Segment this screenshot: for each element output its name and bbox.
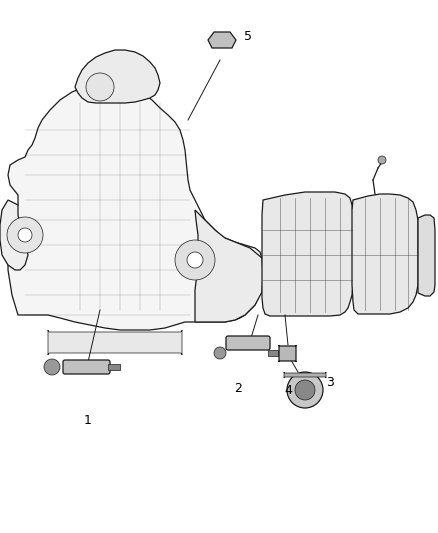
Text: 3: 3 (326, 376, 334, 389)
Text: 1: 1 (84, 414, 92, 426)
Polygon shape (0, 200, 28, 270)
Circle shape (295, 380, 315, 400)
Circle shape (378, 156, 386, 164)
FancyBboxPatch shape (226, 336, 270, 350)
Circle shape (187, 252, 203, 268)
Polygon shape (195, 210, 263, 322)
Polygon shape (418, 215, 435, 296)
Circle shape (7, 217, 43, 253)
Circle shape (44, 359, 60, 375)
Polygon shape (208, 32, 236, 48)
Text: 4: 4 (284, 384, 292, 397)
FancyBboxPatch shape (279, 345, 296, 362)
Polygon shape (352, 194, 418, 314)
Text: 5: 5 (244, 29, 252, 43)
Circle shape (18, 228, 32, 242)
FancyBboxPatch shape (63, 360, 110, 374)
Polygon shape (262, 192, 353, 316)
Bar (108, 364, 120, 370)
FancyBboxPatch shape (48, 330, 182, 355)
Bar (268, 350, 278, 356)
Circle shape (175, 240, 215, 280)
Circle shape (287, 372, 323, 408)
Polygon shape (8, 85, 263, 330)
Text: 2: 2 (234, 382, 242, 394)
Polygon shape (75, 50, 160, 103)
Circle shape (214, 347, 226, 359)
FancyBboxPatch shape (284, 372, 326, 378)
Circle shape (86, 73, 114, 101)
